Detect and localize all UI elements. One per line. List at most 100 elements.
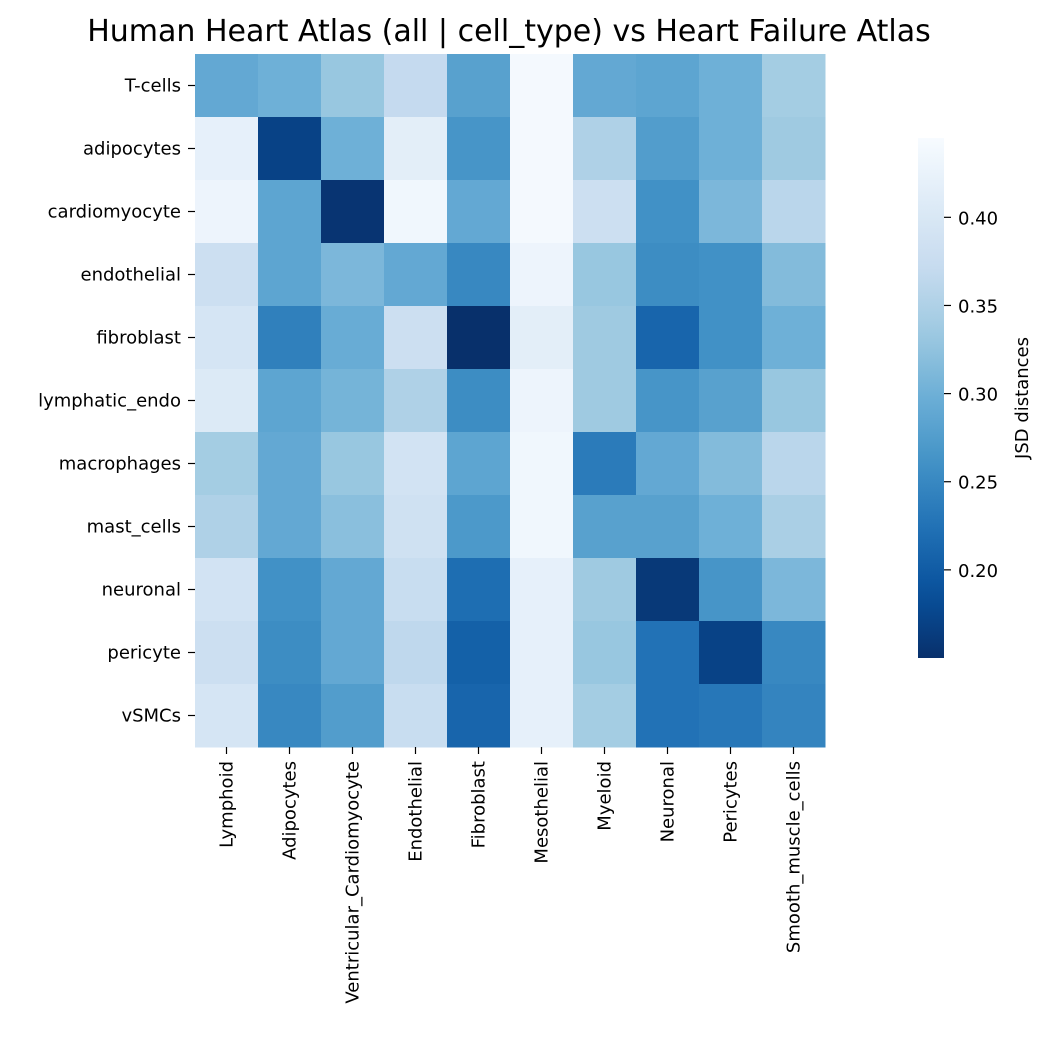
- heatmap-cell: [510, 306, 574, 370]
- heatmap-cell: [321, 369, 385, 433]
- heatmap-cell: [384, 243, 448, 307]
- colorbar-tick-label: 0.35: [958, 296, 998, 317]
- heatmap-cell: [384, 54, 448, 118]
- heatmap-cell: [321, 54, 385, 118]
- colorbar: 0.20 0.25 0.30 0.35 0.40 JSD distances: [918, 138, 1033, 658]
- heatmap-cell: [762, 243, 826, 307]
- row-labels: T-cells adipocytes cardiomyocyte endothelia…: [38, 76, 195, 727]
- heatmap-cell: [510, 495, 574, 559]
- heatmap-cell: [384, 495, 448, 559]
- heatmap-cell: [384, 369, 448, 433]
- heatmap-cell: [510, 558, 574, 622]
- heatmap-cell: [699, 306, 763, 370]
- column-label: Pericytes: [721, 761, 742, 843]
- heatmap-cell: [510, 54, 574, 118]
- heatmap-cell: [636, 621, 700, 685]
- heatmap-cell: [447, 558, 511, 622]
- heatmap-cell: [762, 684, 826, 748]
- heatmap-cell: [762, 180, 826, 244]
- colorbar-gradient: [918, 138, 944, 658]
- heatmap-cell: [258, 54, 322, 118]
- heatmap-cell: [195, 306, 259, 370]
- heatmap-cell: [447, 243, 511, 307]
- heatmap-cell: [258, 369, 322, 433]
- heatmap-cell: [699, 54, 763, 118]
- heatmap-cell: [762, 432, 826, 496]
- heatmap-cell: [699, 558, 763, 622]
- heatmap-cell: [699, 243, 763, 307]
- row-label: fibroblast: [96, 328, 181, 349]
- heatmap-cell: [447, 54, 511, 118]
- heatmap-cell: [321, 684, 385, 748]
- heatmap-cell: [699, 432, 763, 496]
- heatmap-cell: [510, 432, 574, 496]
- heatmap-cell: [321, 180, 385, 244]
- column-label: Endothelial: [406, 761, 427, 862]
- heatmap-cell: [762, 306, 826, 370]
- heatmap-cell: [258, 621, 322, 685]
- heatmap-cell: [195, 684, 259, 748]
- column-label: Fibroblast: [469, 761, 490, 848]
- heatmap-cell: [258, 684, 322, 748]
- heatmap-cell: [447, 306, 511, 370]
- column-label: Ventricular_Cardiomyocyte: [343, 761, 364, 1004]
- heatmap-cell: [636, 432, 700, 496]
- heatmap-cell: [762, 621, 826, 685]
- heatmap-cell: [384, 432, 448, 496]
- heatmap-cell: [447, 180, 511, 244]
- heatmap-cell: [321, 621, 385, 685]
- colorbar-ticks: 0.20 0.25 0.30 0.35 0.40: [944, 208, 998, 582]
- row-label: endothelial: [81, 265, 182, 286]
- heatmap-cell: [510, 684, 574, 748]
- heatmap-cell: [321, 432, 385, 496]
- column-label: Neuronal: [658, 761, 679, 842]
- heatmap-cell: [321, 117, 385, 181]
- heatmap-cell: [384, 306, 448, 370]
- column-label: Adipocytes: [280, 761, 301, 860]
- row-label: adipocytes: [83, 139, 181, 160]
- heatmap-cell: [384, 117, 448, 181]
- heatmap-cell: [573, 495, 637, 559]
- heatmap-cell: [573, 306, 637, 370]
- heatmap-cell: [510, 117, 574, 181]
- heatmap-cell: [195, 54, 259, 118]
- heatmap-cell: [699, 369, 763, 433]
- row-label: macrophages: [59, 454, 181, 475]
- heatmap-cell: [258, 432, 322, 496]
- heatmap-cell: [447, 495, 511, 559]
- row-label: mast_cells: [87, 517, 181, 538]
- heatmap-cell: [636, 243, 700, 307]
- heatmap-cell: [258, 180, 322, 244]
- heatmap-cell: [195, 369, 259, 433]
- heatmap-cell: [384, 684, 448, 748]
- heatmap-cell: [573, 432, 637, 496]
- heatmap-cell: [195, 621, 259, 685]
- heatmap-cell: [258, 495, 322, 559]
- heatmap-cell: [258, 243, 322, 307]
- colorbar-tick-label: 0.20: [958, 561, 998, 582]
- heatmap-cell: [762, 369, 826, 433]
- heatmap-cell: [636, 369, 700, 433]
- heatmap-cell: [699, 495, 763, 559]
- heatmap-cell: [510, 243, 574, 307]
- heatmap-cell: [195, 495, 259, 559]
- heatmap-cell: [573, 54, 637, 118]
- heatmap-cell: [573, 684, 637, 748]
- heatmap-cell: [195, 243, 259, 307]
- heatmap-cell: [762, 558, 826, 622]
- colorbar-tick-label: 0.40: [958, 208, 998, 229]
- heatmap-cell: [510, 180, 574, 244]
- heatmap-cell: [321, 306, 385, 370]
- heatmap-cell: [699, 684, 763, 748]
- heatmap-cell: [636, 558, 700, 622]
- heatmap-cell: [636, 495, 700, 559]
- column-label: Smooth_muscle_cells: [784, 761, 805, 953]
- heatmap-cell: [447, 369, 511, 433]
- column-label: Mesothelial: [532, 761, 553, 864]
- heatmap-cell: [258, 117, 322, 181]
- heatmap-cell: [195, 558, 259, 622]
- heatmap-cells: [195, 54, 826, 748]
- heatmap-cell: [636, 306, 700, 370]
- heatmap-cell: [762, 117, 826, 181]
